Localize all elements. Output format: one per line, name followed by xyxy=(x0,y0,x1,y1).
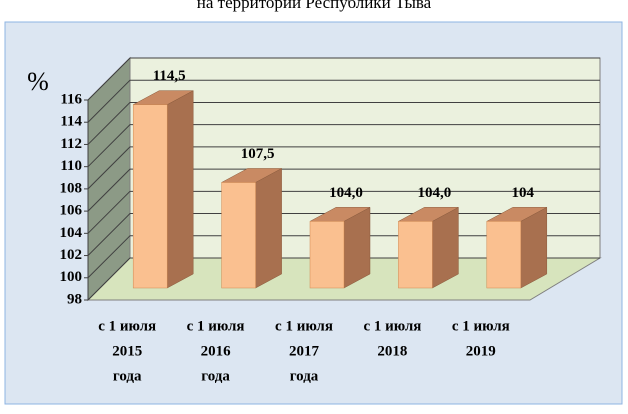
y-tick-label: 112 xyxy=(60,136,82,152)
x-tick-label: года xyxy=(290,368,319,384)
grid-line xyxy=(87,190,600,234)
x-tick-label: 2019 xyxy=(466,343,496,359)
grid-line xyxy=(87,124,600,168)
y-tick-label: 114 xyxy=(60,114,82,130)
x-tick-label: 2017 xyxy=(289,343,320,359)
bar-front xyxy=(309,221,345,289)
bar xyxy=(132,90,194,289)
x-tick-label: года xyxy=(113,368,142,384)
chart-title: на территории Республики Тыва xyxy=(197,0,432,12)
value-label: 107,5 xyxy=(241,146,275,162)
y-tick-label: 100 xyxy=(60,269,83,285)
bar xyxy=(309,206,371,289)
y-tick-label: 110 xyxy=(60,158,82,174)
x-tick-label: с 1 июля xyxy=(452,318,510,334)
bar xyxy=(486,206,548,289)
bar-front xyxy=(486,221,522,289)
grid-line xyxy=(87,57,600,101)
bar-front xyxy=(398,221,433,289)
x-tick-label: года xyxy=(201,368,230,384)
bar-front xyxy=(221,182,256,289)
y-tick-label: 108 xyxy=(60,180,83,196)
bar-front xyxy=(132,104,168,289)
bar xyxy=(398,206,459,289)
grid-line xyxy=(87,146,600,190)
y-tick-label: 116 xyxy=(60,91,82,107)
x-tick-label: с 1 июля xyxy=(98,318,156,334)
x-tick-label: с 1 июля xyxy=(187,318,245,334)
bar-side xyxy=(255,168,282,289)
value-label: 104,0 xyxy=(418,185,452,201)
x-tick-label: 2016 xyxy=(201,343,232,359)
grid-line xyxy=(87,79,600,123)
value-label: 104 xyxy=(512,185,535,201)
value-label: 104,0 xyxy=(329,185,363,201)
bar xyxy=(221,168,282,289)
bar-side xyxy=(166,90,194,289)
x-tick-label: 2018 xyxy=(377,343,407,359)
grid-line xyxy=(87,101,600,145)
value-label: 114,5 xyxy=(153,68,186,84)
y-tick-label: 104 xyxy=(60,225,83,241)
y-tick-label: 102 xyxy=(60,247,83,263)
y-tick-label: 106 xyxy=(60,203,83,219)
x-tick-label: с 1 июля xyxy=(275,318,333,334)
x-tick-label: 2015 xyxy=(112,343,142,359)
x-tick-label: с 1 июля xyxy=(363,318,421,334)
y-axis-label: % xyxy=(27,67,49,96)
y-tick-label: 98 xyxy=(67,291,82,307)
grid-line xyxy=(87,168,600,212)
